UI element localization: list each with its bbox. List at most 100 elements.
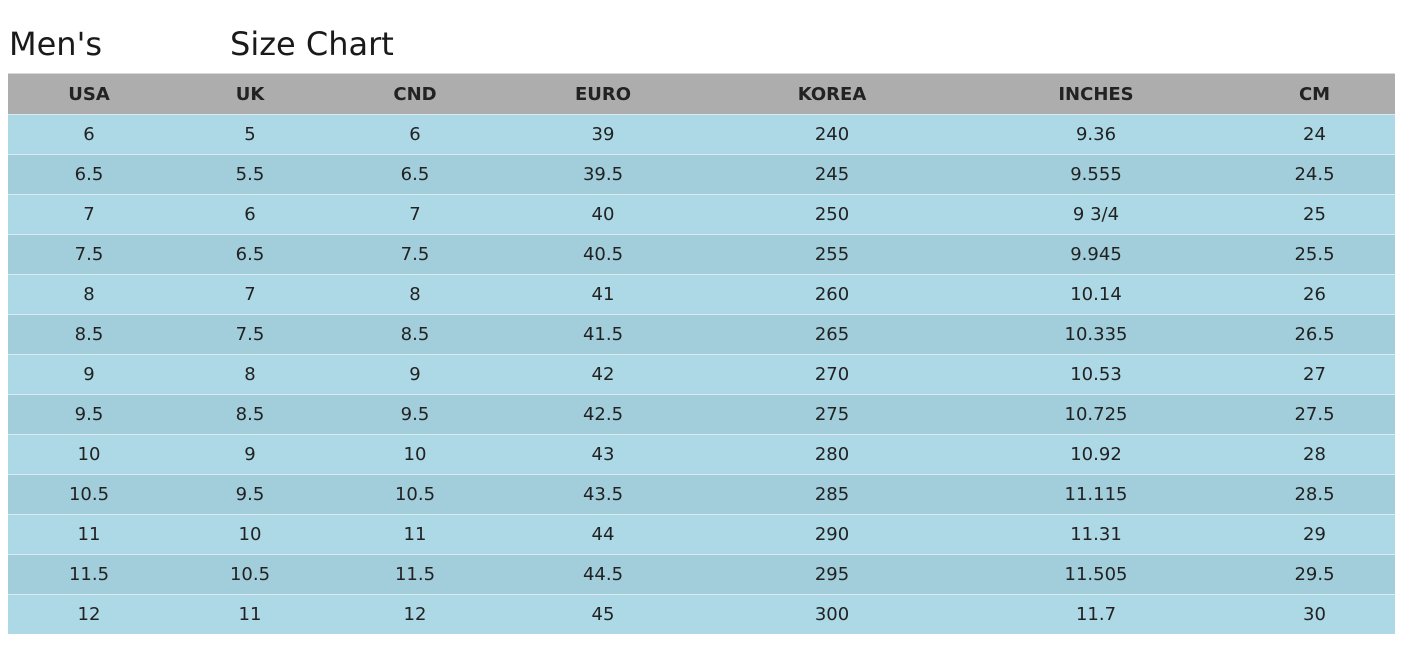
cell-euro: 44.5 bbox=[500, 554, 706, 595]
cell-usa: 9 bbox=[8, 354, 170, 395]
cell-inches: 11.115 bbox=[958, 474, 1234, 515]
cell-cm: 28.5 bbox=[1234, 474, 1395, 515]
cell-cnd: 12 bbox=[330, 594, 500, 634]
column-header-cnd: CND bbox=[330, 73, 500, 115]
table-row: 7.5 6.5 7.5 40.5 255 9.945 25.5 bbox=[8, 234, 1395, 275]
cell-inches: 9.555 bbox=[958, 154, 1234, 195]
cell-usa: 11 bbox=[8, 514, 170, 555]
page-title: Men's Size Chart bbox=[9, 24, 394, 64]
cell-inches: 11.7 bbox=[958, 594, 1234, 634]
cell-usa: 10.5 bbox=[8, 474, 170, 515]
cell-korea: 300 bbox=[706, 594, 958, 634]
cell-cm: 25 bbox=[1234, 194, 1395, 235]
cell-uk: 11 bbox=[170, 594, 330, 634]
table-row: 8 7 8 41 260 10.14 26 bbox=[8, 274, 1395, 315]
cell-inches: 9.945 bbox=[958, 234, 1234, 275]
title-prefix: Men's bbox=[9, 25, 103, 63]
cell-uk: 7.5 bbox=[170, 314, 330, 355]
cell-uk: 8 bbox=[170, 354, 330, 395]
cell-uk: 10 bbox=[170, 514, 330, 555]
cell-cnd: 7 bbox=[330, 194, 500, 235]
cell-cnd: 6 bbox=[330, 114, 500, 155]
cell-usa: 9.5 bbox=[8, 394, 170, 435]
cell-usa: 6.5 bbox=[8, 154, 170, 195]
cell-usa: 10 bbox=[8, 434, 170, 475]
cell-inches: 10.335 bbox=[958, 314, 1234, 355]
cell-euro: 43 bbox=[500, 434, 706, 475]
table-header-row: USA UK CND EURO KOREA INCHES CM bbox=[8, 73, 1395, 115]
cell-euro: 43.5 bbox=[500, 474, 706, 515]
cell-cnd: 9 bbox=[330, 354, 500, 395]
table-row: 11.5 10.5 11.5 44.5 295 11.505 29.5 bbox=[8, 554, 1395, 595]
column-header-inches: INCHES bbox=[958, 73, 1234, 115]
size-chart-table: USA UK CND EURO KOREA INCHES CM 6 5 6 39 240 9.36 24… bbox=[8, 73, 1395, 634]
cell-usa: 6 bbox=[8, 114, 170, 155]
cell-uk: 6 bbox=[170, 194, 330, 235]
table-row: 6 5 6 39 240 9.36 24 bbox=[8, 114, 1395, 155]
cell-uk: 8.5 bbox=[170, 394, 330, 435]
cell-usa: 7.5 bbox=[8, 234, 170, 275]
cell-cm: 28 bbox=[1234, 434, 1395, 475]
cell-korea: 275 bbox=[706, 394, 958, 435]
title-suffix: Size Chart bbox=[230, 25, 394, 63]
cell-inches: 11.31 bbox=[958, 514, 1234, 555]
cell-korea: 250 bbox=[706, 194, 958, 235]
cell-euro: 40.5 bbox=[500, 234, 706, 275]
cell-cm: 30 bbox=[1234, 594, 1395, 634]
table-row: 11 10 11 44 290 11.31 29 bbox=[8, 514, 1395, 555]
column-header-euro: EURO bbox=[500, 73, 706, 115]
cell-inches: 9.36 bbox=[958, 114, 1234, 155]
cell-euro: 40 bbox=[500, 194, 706, 235]
cell-cm: 25.5 bbox=[1234, 234, 1395, 275]
cell-cm: 24.5 bbox=[1234, 154, 1395, 195]
cell-korea: 290 bbox=[706, 514, 958, 555]
cell-korea: 280 bbox=[706, 434, 958, 475]
cell-korea: 295 bbox=[706, 554, 958, 595]
cell-cm: 29.5 bbox=[1234, 554, 1395, 595]
column-header-uk: UK bbox=[170, 73, 330, 115]
cell-uk: 5.5 bbox=[170, 154, 330, 195]
table-row: 10 9 10 43 280 10.92 28 bbox=[8, 434, 1395, 475]
cell-inches: 9 3/4 bbox=[958, 194, 1234, 235]
column-header-korea: KOREA bbox=[706, 73, 958, 115]
cell-euro: 39 bbox=[500, 114, 706, 155]
cell-korea: 240 bbox=[706, 114, 958, 155]
table-row: 10.5 9.5 10.5 43.5 285 11.115 28.5 bbox=[8, 474, 1395, 515]
cell-inches: 10.92 bbox=[958, 434, 1234, 475]
cell-cnd: 10 bbox=[330, 434, 500, 475]
cell-cnd: 8.5 bbox=[330, 314, 500, 355]
cell-usa: 12 bbox=[8, 594, 170, 634]
column-header-cm: CM bbox=[1234, 73, 1395, 115]
cell-cnd: 11.5 bbox=[330, 554, 500, 595]
cell-inches: 10.725 bbox=[958, 394, 1234, 435]
cell-korea: 270 bbox=[706, 354, 958, 395]
cell-euro: 42 bbox=[500, 354, 706, 395]
cell-uk: 7 bbox=[170, 274, 330, 315]
cell-inches: 11.505 bbox=[958, 554, 1234, 595]
cell-korea: 245 bbox=[706, 154, 958, 195]
cell-cm: 26.5 bbox=[1234, 314, 1395, 355]
table-row: 6.5 5.5 6.5 39.5 245 9.555 24.5 bbox=[8, 154, 1395, 195]
cell-euro: 39.5 bbox=[500, 154, 706, 195]
cell-uk: 5 bbox=[170, 114, 330, 155]
table-row: 9 8 9 42 270 10.53 27 bbox=[8, 354, 1395, 395]
cell-cm: 26 bbox=[1234, 274, 1395, 315]
cell-euro: 42.5 bbox=[500, 394, 706, 435]
cell-euro: 41.5 bbox=[500, 314, 706, 355]
cell-cnd: 7.5 bbox=[330, 234, 500, 275]
cell-usa: 11.5 bbox=[8, 554, 170, 595]
cell-korea: 285 bbox=[706, 474, 958, 515]
cell-cnd: 6.5 bbox=[330, 154, 500, 195]
cell-euro: 41 bbox=[500, 274, 706, 315]
cell-korea: 260 bbox=[706, 274, 958, 315]
cell-euro: 44 bbox=[500, 514, 706, 555]
cell-uk: 9.5 bbox=[170, 474, 330, 515]
cell-cnd: 11 bbox=[330, 514, 500, 555]
cell-uk: 9 bbox=[170, 434, 330, 475]
cell-uk: 10.5 bbox=[170, 554, 330, 595]
cell-usa: 8.5 bbox=[8, 314, 170, 355]
cell-cnd: 10.5 bbox=[330, 474, 500, 515]
cell-cm: 27 bbox=[1234, 354, 1395, 395]
cell-usa: 7 bbox=[8, 194, 170, 235]
cell-korea: 265 bbox=[706, 314, 958, 355]
